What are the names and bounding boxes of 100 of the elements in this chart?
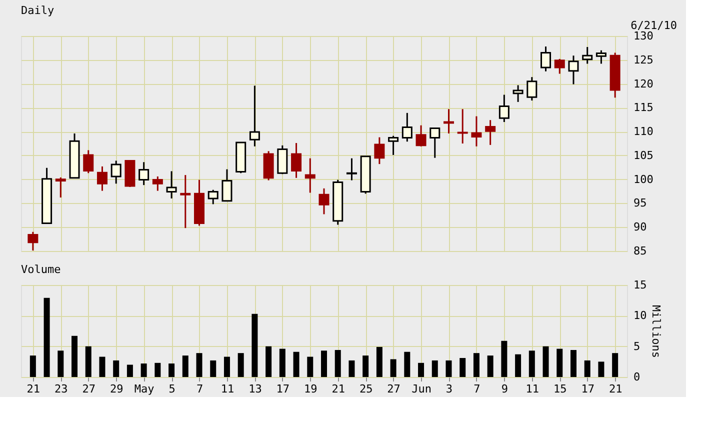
x-tick-label: 27: [387, 382, 400, 396]
bar: [612, 353, 618, 377]
candlestick: [526, 76, 538, 102]
candlestick: [540, 46, 552, 72]
y-tick-label: 5: [634, 340, 640, 353]
x-tick-label: 13: [248, 382, 262, 396]
candlestick: [402, 112, 412, 142]
candlestick: [249, 84, 260, 148]
bar: [598, 362, 604, 377]
y-tick-label: 105: [634, 148, 654, 162]
bar: [528, 350, 535, 377]
bar: [404, 352, 410, 377]
y-tick-label: 100: [634, 172, 654, 186]
candlestick: [304, 158, 316, 194]
y-tick-label: 0: [634, 370, 640, 384]
candlestick: [471, 116, 482, 148]
y-tick-label: 85: [634, 244, 647, 258]
candlestick: [388, 135, 399, 156]
x-tick-label: 23: [54, 382, 68, 396]
candlestick: [152, 176, 163, 192]
x-tick-label: 17: [276, 382, 290, 396]
bar: [321, 350, 327, 377]
candlestick: [291, 142, 302, 179]
bar: [515, 354, 522, 377]
candlestick: [582, 46, 593, 64]
bar: [44, 298, 50, 377]
bar: [556, 348, 563, 377]
bar: [168, 364, 175, 377]
bar: [85, 346, 92, 377]
bar: [182, 356, 188, 377]
x-tick-label: 25: [359, 382, 373, 396]
candlestick: [430, 127, 440, 159]
bar: [376, 346, 382, 377]
bar: [196, 353, 202, 377]
candlestick: [222, 168, 232, 202]
x-tick-label: 9: [501, 382, 508, 396]
x-tick-label: 21: [608, 382, 622, 396]
bar: [30, 356, 36, 377]
candlestick: [166, 170, 177, 200]
x-tick-label: 21: [332, 382, 345, 396]
x-tick-label: 3: [446, 382, 453, 396]
chart-title: Daily: [21, 4, 54, 17]
candlestick: [208, 189, 218, 205]
x-tick-label: 29: [110, 382, 124, 396]
bar: [307, 356, 314, 377]
bar: [584, 360, 590, 377]
candlestick: [568, 54, 579, 86]
y-tick-label: 115: [634, 101, 654, 114]
bar: [418, 362, 424, 377]
bar: [126, 364, 133, 377]
y-tick-label: 110: [634, 125, 654, 138]
candlestick: [180, 174, 191, 229]
candlestick: [83, 149, 94, 174]
bar: [140, 364, 147, 377]
candlestick: [554, 58, 565, 74]
x-tick-label: 7: [196, 382, 204, 396]
bar: [432, 360, 438, 377]
x-tick-label: May: [134, 382, 155, 396]
y-tick-label: 125: [634, 53, 654, 66]
y-tick-label: 95: [634, 196, 647, 210]
candlestick: [277, 144, 288, 175]
bar: [252, 314, 258, 377]
bar: [348, 360, 355, 377]
bar: [154, 362, 161, 377]
y-tick-label: 90: [634, 220, 647, 234]
x-tick-label: 17: [581, 382, 594, 396]
candlestick: [596, 50, 606, 64]
bar: [72, 336, 78, 377]
x-tick-label: 15: [554, 382, 567, 396]
bar: [542, 346, 549, 377]
x-tick-label: 19: [304, 382, 318, 396]
candlestick: [498, 94, 510, 123]
bar: [446, 360, 452, 377]
bar: [210, 360, 216, 377]
bar: [570, 350, 576, 377]
candlestick: [55, 176, 66, 198]
y-tick-label: 120: [634, 77, 654, 90]
y-tick-label: 130: [634, 30, 654, 42]
candlestick: [110, 160, 122, 184]
x-tick-label: 11: [526, 382, 540, 396]
bar: [334, 350, 341, 377]
candlestick: [263, 150, 274, 182]
candlestick: [318, 188, 330, 215]
x-tick-label: Jun: [412, 382, 432, 396]
candlestick: [138, 161, 150, 186]
x-tick-label: 21: [26, 382, 40, 396]
bar: [501, 340, 508, 377]
bar: [266, 346, 272, 377]
candlestick: [416, 124, 426, 148]
bar: [390, 359, 396, 377]
y-tick-label: 15: [634, 278, 647, 292]
candlestick: [485, 119, 496, 146]
y-axis-title: Millions: [650, 305, 663, 358]
bar: [487, 356, 494, 377]
candlestick: [346, 158, 357, 182]
text: 6/21/10: [630, 19, 677, 32]
bar: [279, 348, 286, 377]
candlestick: [96, 166, 108, 192]
x-tick-label: 11: [220, 382, 234, 396]
chart-title: Volume: [21, 263, 61, 276]
